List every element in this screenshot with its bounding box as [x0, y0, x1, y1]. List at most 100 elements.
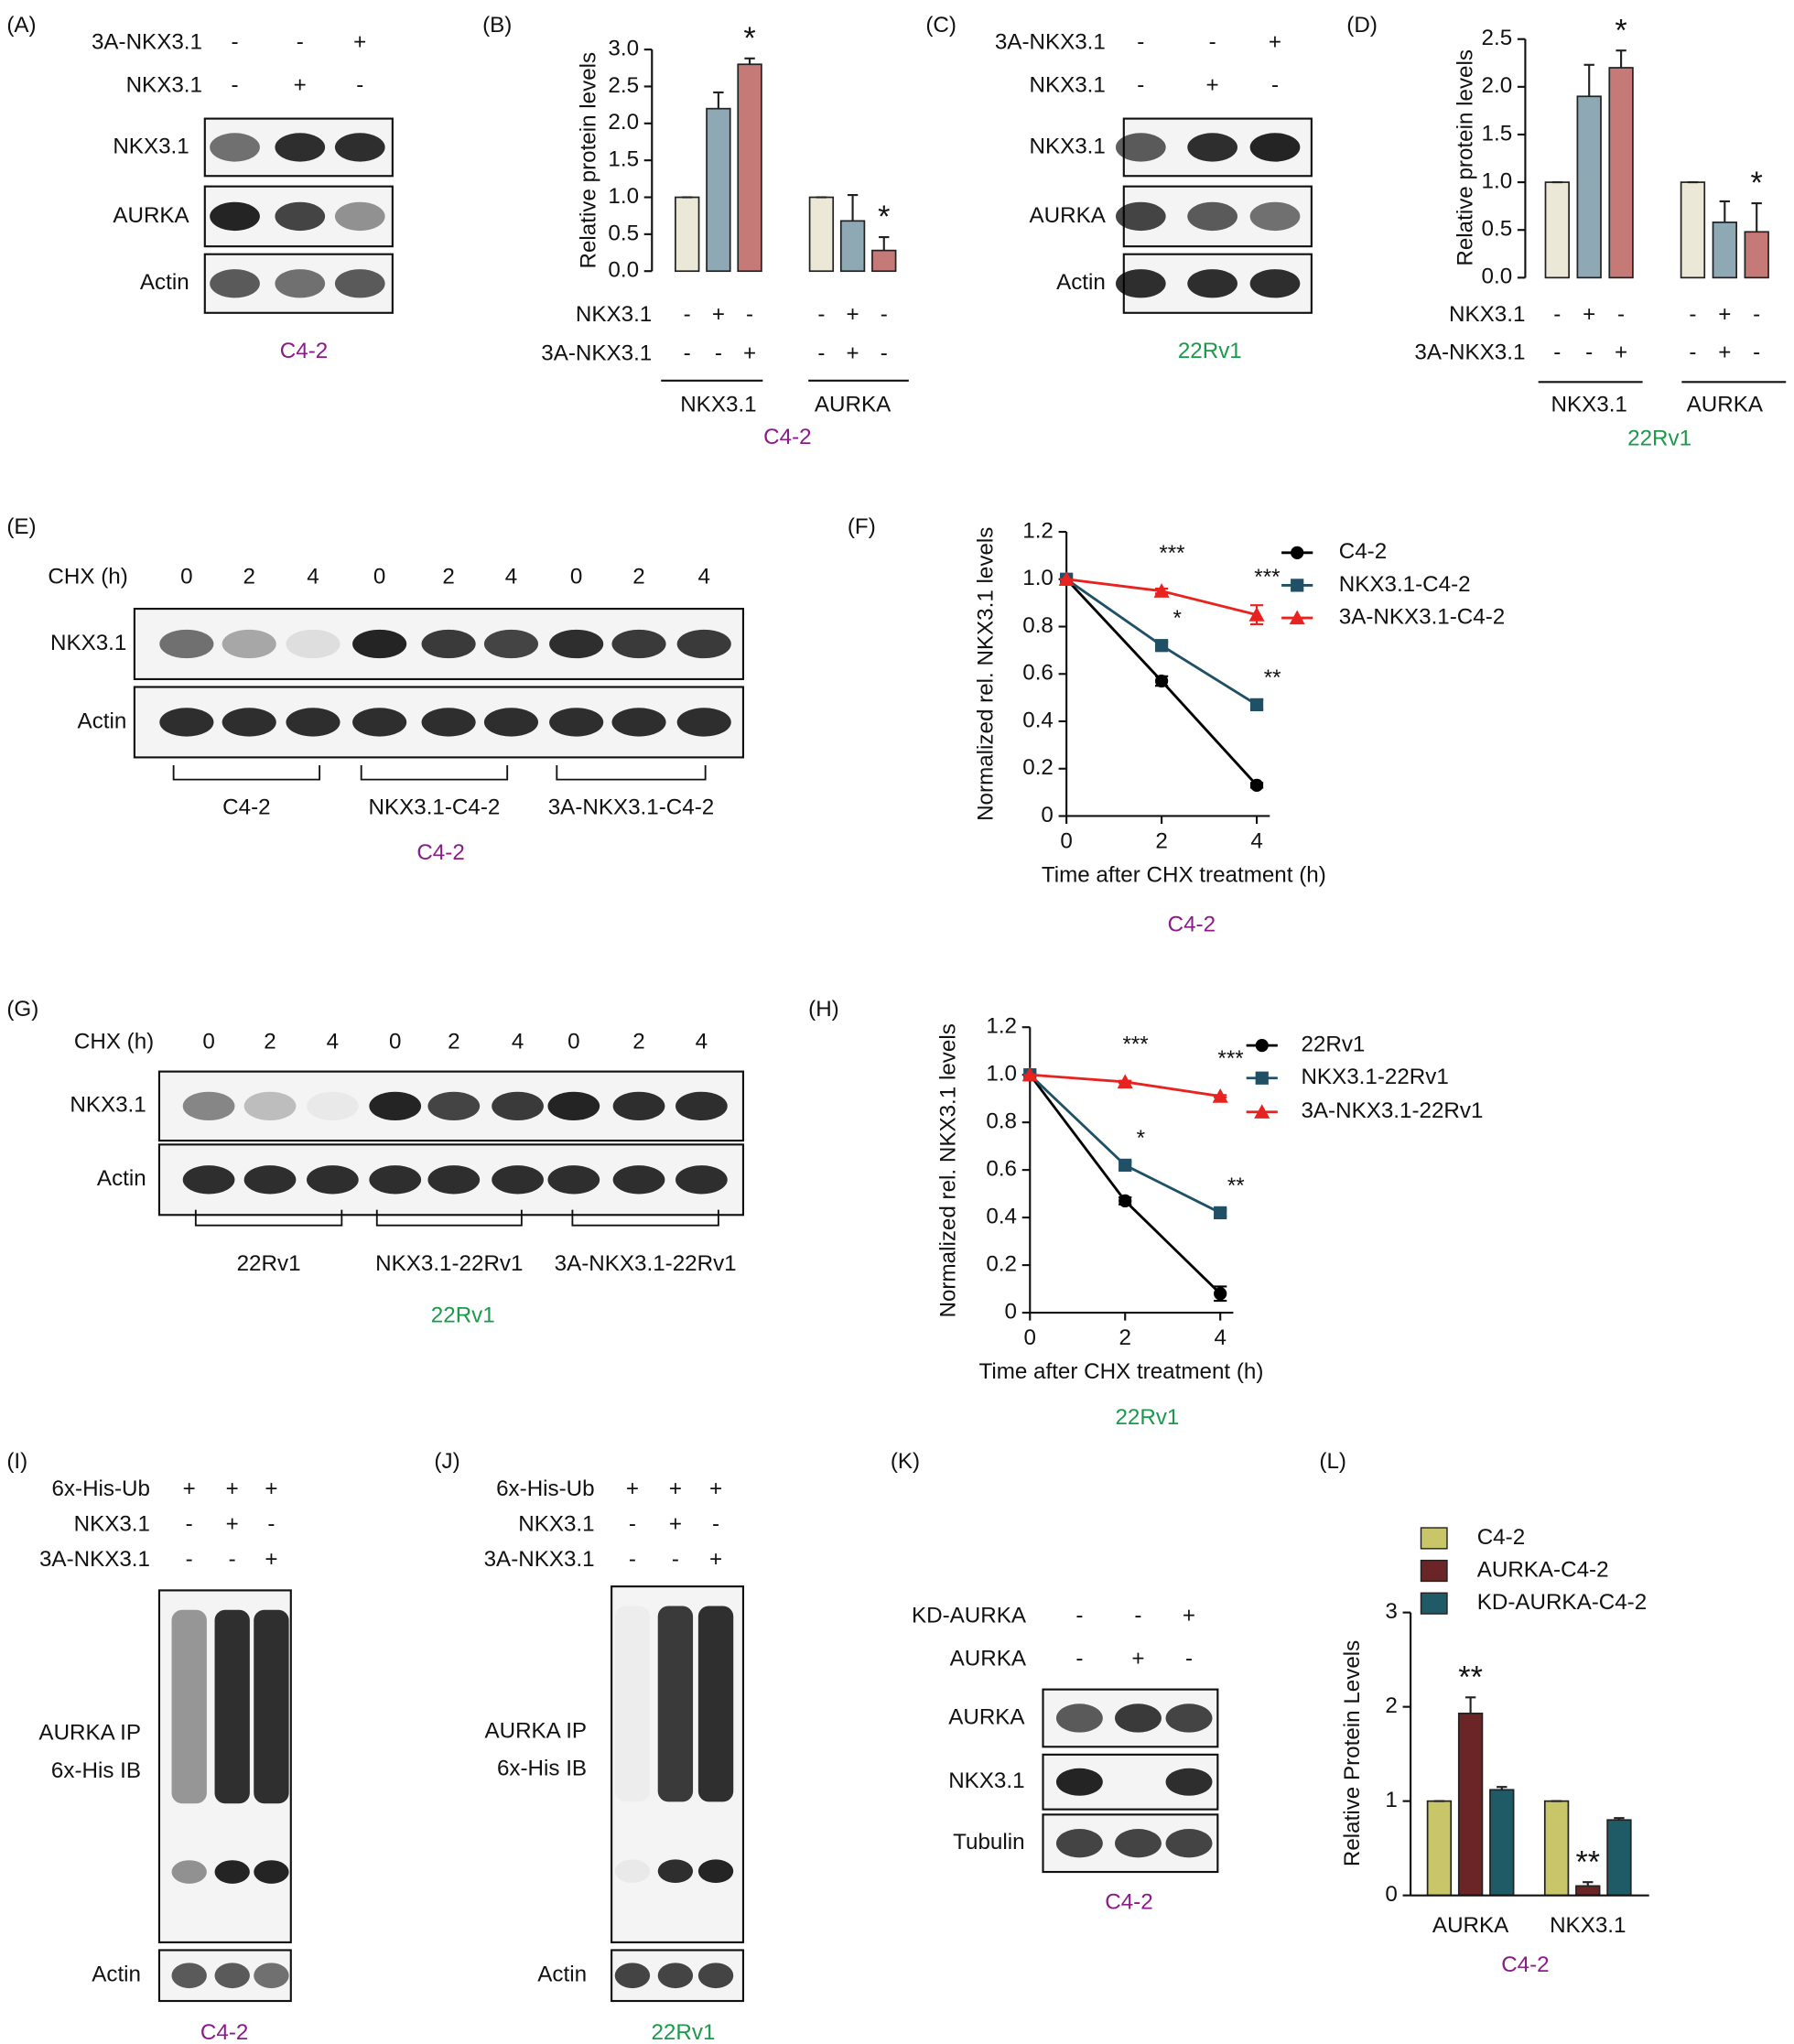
- group-label: 3A-NKX3.1-C4-2: [548, 795, 714, 819]
- marker: [1021, 1066, 1038, 1082]
- condition-sign: +: [1583, 302, 1595, 327]
- condition-sign: 2: [448, 1030, 459, 1054]
- condition-sign: -: [186, 1512, 193, 1537]
- condition-sign: +: [1269, 29, 1281, 54]
- x-tick-label: 4: [1250, 828, 1262, 853]
- error-bar: [1719, 200, 1731, 222]
- bar: [706, 107, 731, 273]
- condition-sign: -: [715, 341, 722, 366]
- blot-band: [1249, 133, 1301, 162]
- blot-band: [547, 1091, 600, 1121]
- y-tick-label: 0.0: [608, 258, 639, 283]
- condition-label: 3A-NKX3.1: [995, 29, 1106, 54]
- blot-smear: [657, 1606, 694, 1802]
- y-tick-label: 2.5: [1482, 26, 1513, 50]
- panel-label: (G): [6, 997, 38, 1022]
- condition-label: 3A-NKX3.1: [484, 1547, 595, 1572]
- panel-label: (F): [848, 514, 876, 539]
- condition-sign: 0: [373, 564, 385, 589]
- blot-band: [549, 629, 604, 659]
- blot-band: [657, 1859, 694, 1883]
- blot-band: [676, 708, 731, 737]
- condition-sign: -: [1689, 340, 1696, 364]
- condition-sign: -: [1689, 302, 1696, 327]
- blot-band: [492, 1165, 544, 1195]
- blot-band: [210, 133, 260, 162]
- condition-sign: 2: [632, 564, 644, 589]
- error-bar: [879, 236, 890, 251]
- blot-band: [492, 1091, 544, 1121]
- bar: [1575, 1885, 1601, 1897]
- blot-band: [614, 1963, 651, 1989]
- y-tick-label: 1.2: [1022, 518, 1054, 543]
- condition-sign: +: [709, 1476, 722, 1501]
- marker: [1058, 571, 1075, 586]
- condition-sign: 4: [512, 1030, 524, 1054]
- condition-sign: -: [1075, 1646, 1083, 1671]
- blot-smear: [615, 1606, 650, 1802]
- y-tick-label: 0.2: [1022, 755, 1054, 780]
- condition-label: 3A-NKX3.1: [541, 341, 652, 366]
- bar: [1606, 1819, 1632, 1897]
- condition-sign: +: [353, 29, 366, 54]
- condition-label: AURKA: [950, 1646, 1027, 1671]
- legend-swatch: [1420, 1559, 1448, 1583]
- marker: [1117, 1074, 1133, 1089]
- y-tick-label: 1.0: [986, 1062, 1017, 1087]
- panel-label: (E): [6, 514, 36, 539]
- caption: C4-2: [200, 2020, 248, 2044]
- y-tick-label: 0.4: [986, 1205, 1017, 1229]
- condition-sign: -: [1134, 1603, 1141, 1628]
- condition-sign: -: [1209, 29, 1216, 54]
- bar: [1544, 181, 1570, 279]
- condition-label: 3A-NKX3.1: [39, 1547, 150, 1572]
- condition-sign: -: [1753, 302, 1760, 327]
- x-tick-label: 0: [1060, 828, 1072, 853]
- series-line: [1029, 1074, 1222, 1295]
- condition-label: 6x-His-Ub: [51, 1476, 150, 1501]
- blot-band: [612, 1091, 665, 1121]
- bar: [839, 220, 866, 273]
- panel-label: (A): [6, 13, 36, 38]
- panel-label: (B): [482, 13, 512, 38]
- caption: 22Rv1: [431, 1303, 495, 1328]
- y-tick-label: 0.2: [986, 1251, 1017, 1276]
- blot-band: [612, 1165, 665, 1195]
- y-axis-label: Normalized rel. NKX3.1 levels: [974, 527, 999, 821]
- blot-band: [427, 1165, 481, 1195]
- y-tick-label: 0.0: [1482, 265, 1513, 289]
- condition-sign: -: [817, 302, 825, 327]
- condition-sign: +: [265, 1547, 277, 1572]
- band-label: Actin: [78, 708, 127, 733]
- condition-sign: -: [1137, 72, 1144, 97]
- legend-label: C4-2: [1339, 539, 1387, 564]
- y-tick-label: 1.5: [1482, 121, 1513, 146]
- band-label: AURKA: [113, 203, 189, 228]
- error-bar: [1583, 63, 1594, 97]
- significance: ***: [1159, 541, 1185, 566]
- panel-label: (H): [808, 997, 839, 1022]
- bar: [808, 196, 835, 273]
- blot-band: [254, 1963, 289, 1989]
- condition-sign: -: [746, 302, 753, 327]
- condition-sign: +: [1206, 72, 1219, 97]
- y-tick-label: 1.2: [986, 1014, 1017, 1039]
- panel-label: (J): [434, 1449, 459, 1474]
- marker: [1119, 1158, 1132, 1173]
- group-bracket: [194, 1209, 343, 1227]
- condition-sign: -: [629, 1512, 636, 1537]
- blot-band: [369, 1165, 422, 1195]
- x-tick-label: NKX3.1: [680, 392, 756, 416]
- blot-band: [1165, 1768, 1213, 1796]
- error-bar: [1614, 1817, 1625, 1821]
- condition-sign: 0: [180, 564, 192, 589]
- bar: [871, 249, 897, 273]
- blot-band: [611, 708, 666, 737]
- condition-sign: +: [847, 302, 859, 327]
- legend-marker: [1291, 579, 1304, 592]
- bar: [737, 63, 762, 273]
- blot-band: [1187, 269, 1237, 298]
- significance: **: [1227, 1173, 1245, 1198]
- significance: *: [1173, 606, 1182, 631]
- blot-band: [611, 629, 666, 659]
